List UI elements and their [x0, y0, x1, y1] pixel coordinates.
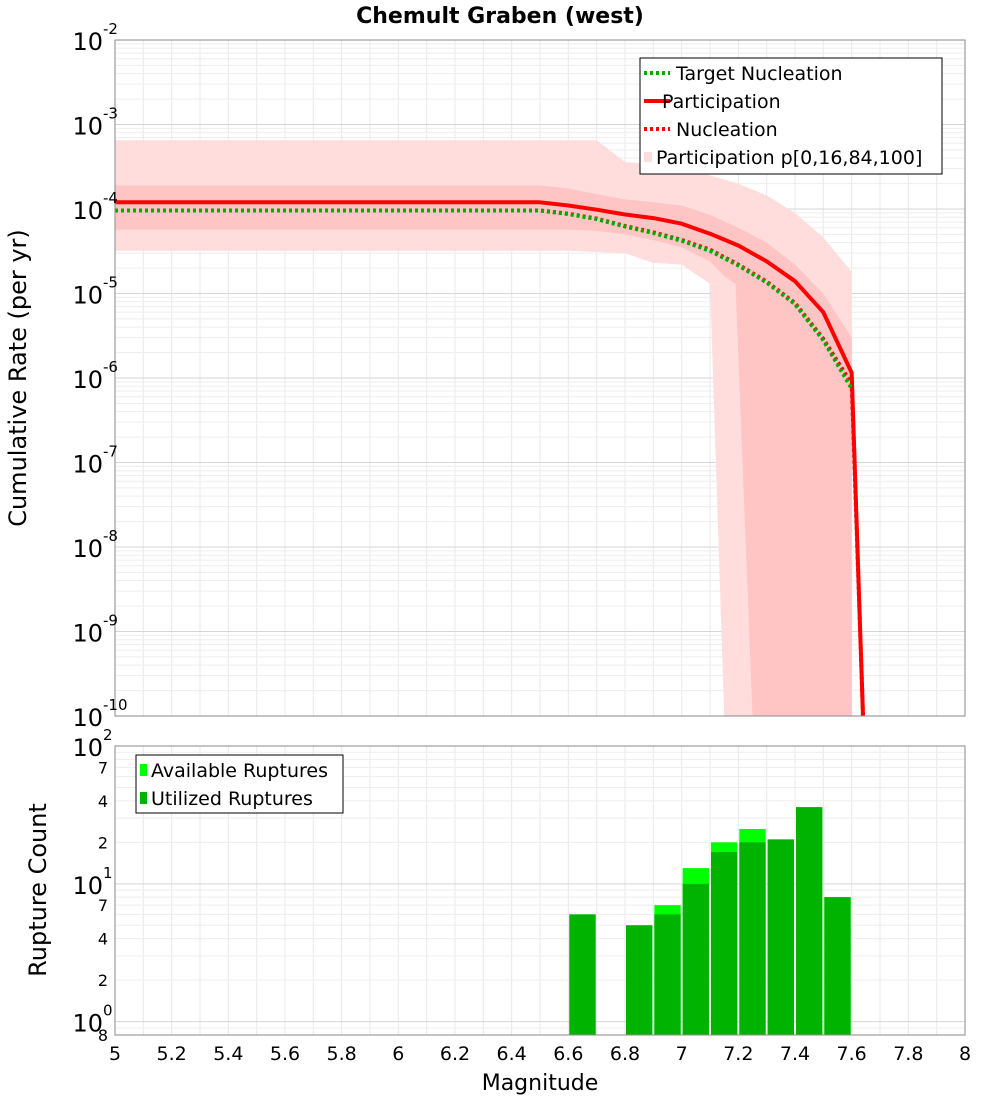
x-tick-label: 6.8 — [610, 1043, 640, 1065]
x-tick-label: 7.8 — [893, 1043, 923, 1065]
x-tick-label: 5.6 — [270, 1043, 300, 1065]
bar-utilized — [626, 925, 653, 1035]
top-legend-box — [639, 57, 943, 175]
top-y-tick-exponent: -2 — [103, 20, 118, 38]
legend-swatch — [140, 764, 147, 776]
x-tick-label: 7.6 — [837, 1043, 867, 1065]
bottom-y-major-label: 10 — [72, 872, 103, 900]
bar-utilized — [569, 914, 596, 1035]
top-y-tick-label: 10 — [72, 704, 103, 732]
top-y-tick-label: 10 — [72, 535, 103, 563]
top-y-tick-label: 10 — [72, 113, 103, 141]
top-y-tick-labels: 10-210-310-410-510-610-710-810-910-10 — [72, 20, 127, 732]
legend-swatch — [644, 152, 652, 162]
x-tick-label: 6.2 — [440, 1043, 470, 1065]
top-legend: Target Nucleation Participation Nucleation… — [639, 57, 943, 175]
top-y-tick-label: 10 — [72, 366, 103, 394]
bottom-y-major-label: 10 — [72, 734, 103, 762]
legend-label: Target Nucleation — [675, 63, 843, 85]
bottom-y-minor-label: 7 — [98, 758, 108, 777]
top-y-tick-exponent: -5 — [103, 274, 118, 292]
x-tick-label: 6.4 — [497, 1043, 527, 1065]
legend-label: Available Ruptures — [151, 760, 328, 782]
chart-title: Chemult Graben (west) — [356, 4, 644, 29]
top-y-axis-label: Cumulative Rate (per yr) — [4, 229, 32, 527]
bar-utilized — [682, 883, 709, 1035]
bottom-y-major-exponent: 2 — [103, 726, 113, 744]
top-y-tick-label: 10 — [72, 28, 103, 56]
x-tick-label: 5.2 — [157, 1043, 187, 1065]
x-tick-label: 8 — [959, 1043, 971, 1065]
x-tick-label: 6.6 — [553, 1043, 583, 1065]
x-tick-label: 7.2 — [723, 1043, 753, 1065]
bottom-legend-box — [135, 754, 344, 814]
bar-utilized — [796, 807, 823, 1035]
bottom-y-axis-label: Rupture Count — [24, 803, 52, 977]
legend-swatch — [140, 792, 147, 804]
top-y-tick-exponent: -7 — [103, 443, 118, 461]
bottom-y-major-exponent: 1 — [103, 864, 113, 882]
top-y-tick-exponent: -10 — [103, 696, 128, 714]
bottom-y-minor-label: 2 — [98, 833, 108, 852]
bottom-y-minor-label: 4 — [98, 930, 108, 949]
series-line-target-nucleation — [115, 208, 854, 390]
bottom-y-major-label: 10 — [72, 1010, 103, 1038]
x-tick-label: 7 — [676, 1043, 688, 1065]
top-y-tick-exponent: -4 — [103, 189, 118, 207]
top-y-tick-exponent: -9 — [103, 612, 118, 630]
bar-utilized — [739, 842, 766, 1035]
bottom-bars — [569, 807, 851, 1035]
top-plot-area: 10-210-310-410-510-610-710-810-910-10 Ta… — [72, 20, 966, 732]
bottom-y-minor-label: 2 — [98, 971, 108, 990]
top-lines — [115, 200, 865, 717]
legend-label: Nucleation — [676, 119, 778, 141]
legend-label: Utilized Ruptures — [151, 788, 313, 810]
x-tick-label: 5.8 — [327, 1043, 357, 1065]
bottom-plot-frame — [114, 745, 966, 1036]
top-plot-frame — [114, 39, 966, 717]
top-bands — [115, 140, 852, 717]
series-line-participation — [115, 200, 865, 717]
bottom-y-minor-label: 8 — [98, 1026, 108, 1045]
top-y-tick-exponent: -6 — [103, 358, 118, 376]
top-y-tick-label: 10 — [72, 282, 103, 310]
bar-utilized — [711, 852, 738, 1035]
bottom-y-major-exponent: 0 — [103, 1002, 113, 1020]
band-p16-p84 — [115, 185, 852, 716]
x-tick-label: 5.4 — [213, 1043, 243, 1065]
bottom-y-minor-label: 7 — [98, 896, 108, 915]
x-axis-label: Magnitude — [482, 1071, 599, 1096]
bottom-legend: Available Ruptures Utilized Ruptures — [135, 754, 344, 814]
x-tick-label: 6 — [392, 1043, 404, 1065]
bottom-y-minor-label: 4 — [98, 792, 108, 811]
bar-utilized — [824, 897, 851, 1035]
x-tick-label: 7.4 — [780, 1043, 810, 1065]
x-tick-labels: 5 5.2 5.4 5.6 5.8 6 6.2 6.4 6.6 6.8 7 7.2 7.4 7.6 7.8 8 — [109, 1043, 971, 1065]
top-y-tick-exponent: -8 — [103, 527, 118, 545]
bottom-grid — [115, 746, 966, 1036]
top-y-tick-exponent: -3 — [103, 105, 118, 123]
bar-utilized — [654, 914, 681, 1035]
legend-label: Participation p[0,16,84,100] — [656, 147, 922, 169]
top-y-tick-label: 10 — [72, 451, 103, 479]
top-y-tick-label: 10 — [72, 197, 103, 225]
top-y-tick-label: 10 — [72, 620, 103, 648]
bar-utilized — [767, 839, 794, 1035]
legend-label: Participation — [662, 91, 781, 113]
x-tick-label: 5 — [109, 1043, 121, 1065]
